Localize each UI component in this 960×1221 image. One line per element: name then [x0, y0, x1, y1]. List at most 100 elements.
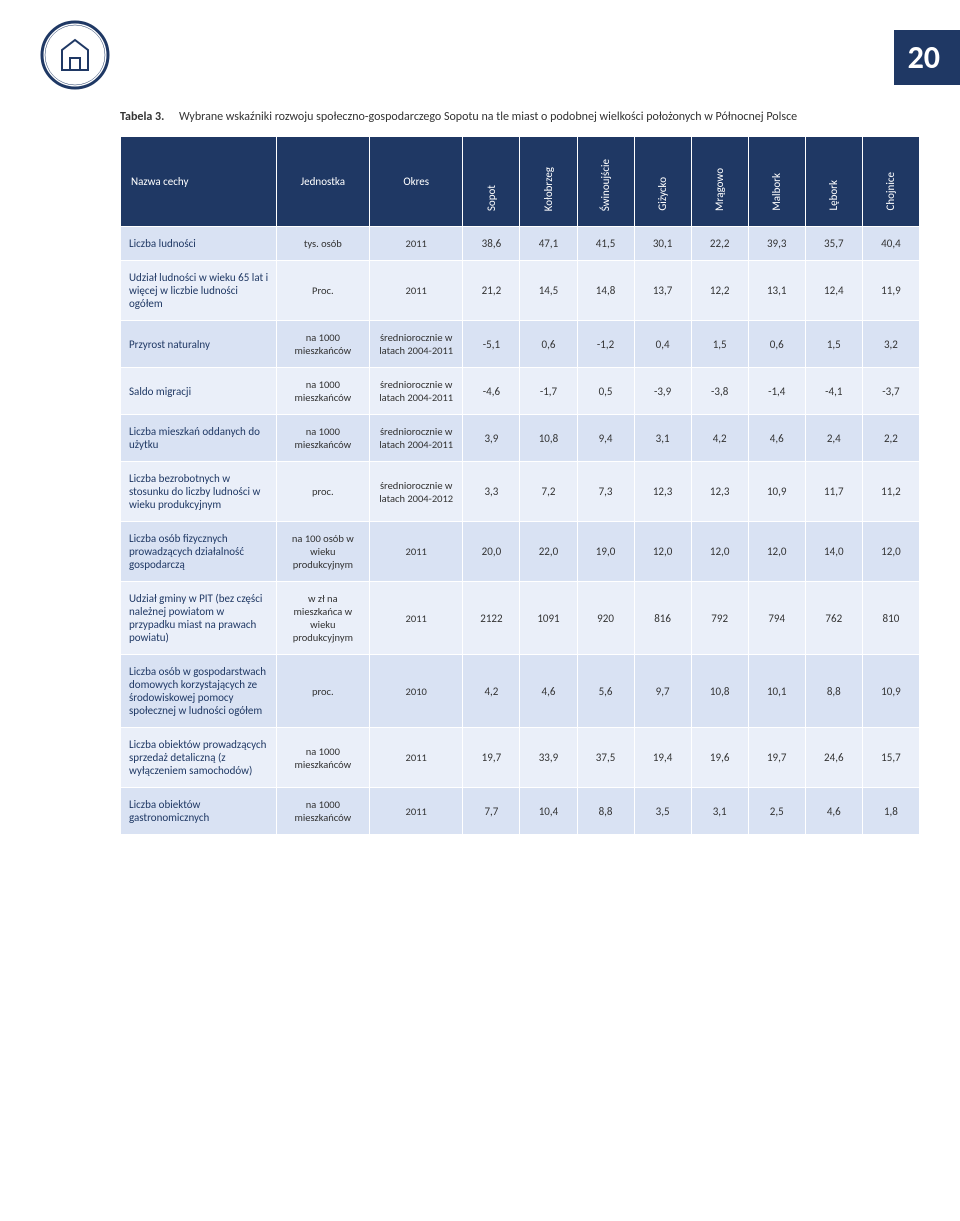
th-city: Malbork [748, 137, 805, 227]
row-unit: na 1000 mieszkańców [276, 788, 369, 835]
cell-value: 3,1 [634, 415, 691, 462]
th-city: Lębork [805, 137, 862, 227]
cell-value: 0,6 [748, 321, 805, 368]
cell-value: -1,2 [577, 321, 634, 368]
cell-value: 37,5 [577, 728, 634, 788]
row-label: Liczba obiektów prowadzących sprzedaż de… [121, 728, 277, 788]
cell-value: 4,6 [805, 788, 862, 835]
table-row: Udział ludności w wieku 65 lat i więcej … [121, 261, 920, 321]
table-row: Liczba obiektów gastronomicznychna 1000 … [121, 788, 920, 835]
cell-value: 19,4 [634, 728, 691, 788]
row-unit: na 1000 mieszkańców [276, 321, 369, 368]
table-row: Przyrost naturalnyna 1000 mieszkańcówśre… [121, 321, 920, 368]
th-period: Okres [370, 137, 463, 227]
cell-value: 0,6 [520, 321, 577, 368]
cell-value: 19,7 [748, 728, 805, 788]
cell-value: 3,2 [862, 321, 919, 368]
cell-value: 3,3 [463, 462, 520, 522]
table-header-row: Nazwa cechy Jednostka Okres Sopot Kołobr… [121, 137, 920, 227]
row-label: Przyrost naturalny [121, 321, 277, 368]
row-period: 2011 [370, 522, 463, 582]
logo [40, 20, 110, 90]
cell-value: 7,3 [577, 462, 634, 522]
indicators-table: Nazwa cechy Jednostka Okres Sopot Kołobr… [120, 136, 920, 835]
cell-value: 10,9 [862, 655, 919, 728]
cell-value: 33,9 [520, 728, 577, 788]
cell-value: 47,1 [520, 227, 577, 261]
cell-value: 12,0 [634, 522, 691, 582]
cell-value: 19,0 [577, 522, 634, 582]
cell-value: -4,1 [805, 368, 862, 415]
cell-value: 22,2 [691, 227, 748, 261]
cell-value: 7,2 [520, 462, 577, 522]
cell-value: 13,1 [748, 261, 805, 321]
table-row: Saldo migracjina 1000 mieszkańcówśrednio… [121, 368, 920, 415]
row-unit: proc. [276, 655, 369, 728]
cell-value: 1,5 [691, 321, 748, 368]
row-unit: w zł na mieszkańca w wieku produkcyjnym [276, 582, 369, 655]
row-period: średniorocznie w latach 2004-2011 [370, 415, 463, 462]
row-unit: na 100 osób w wieku produkcyjnym [276, 522, 369, 582]
cell-value: 2122 [463, 582, 520, 655]
cell-value: -1,4 [748, 368, 805, 415]
cell-value: 794 [748, 582, 805, 655]
cell-value: 41,5 [577, 227, 634, 261]
table-row: Liczba mieszkań oddanych do użytkuna 100… [121, 415, 920, 462]
cell-value: 13,7 [634, 261, 691, 321]
cell-value: 0,4 [634, 321, 691, 368]
row-label: Liczba osób w gospodarstwach domowych ko… [121, 655, 277, 728]
cell-value: -3,8 [691, 368, 748, 415]
cell-value: 14,8 [577, 261, 634, 321]
cell-value: 12,3 [634, 462, 691, 522]
cell-value: 12,2 [691, 261, 748, 321]
row-unit: na 1000 mieszkańców [276, 415, 369, 462]
th-city: Mrągowo [691, 137, 748, 227]
cell-value: 8,8 [805, 655, 862, 728]
cell-value: -3,7 [862, 368, 919, 415]
table-body: Liczba ludnościtys. osób201138,647,141,5… [121, 227, 920, 835]
cell-value: 4,6 [748, 415, 805, 462]
th-unit: Jednostka [276, 137, 369, 227]
th-city: Kołobrzeg [520, 137, 577, 227]
row-period: średniorocznie w latach 2004-2012 [370, 462, 463, 522]
cell-value: 1,5 [805, 321, 862, 368]
table-row: Liczba obiektów prowadzących sprzedaż de… [121, 728, 920, 788]
cell-value: 21,2 [463, 261, 520, 321]
th-city: Świnoujście [577, 137, 634, 227]
cell-value: 24,6 [805, 728, 862, 788]
cell-value: 10,8 [520, 415, 577, 462]
cell-value: 1091 [520, 582, 577, 655]
row-label: Liczba osób fizycznych prowadzących dzia… [121, 522, 277, 582]
cell-value: 7,7 [463, 788, 520, 835]
cell-value: 5,6 [577, 655, 634, 728]
cell-value: 39,3 [748, 227, 805, 261]
row-unit: na 1000 mieszkańców [276, 368, 369, 415]
row-period: 2010 [370, 655, 463, 728]
cell-value: 3,9 [463, 415, 520, 462]
cell-value: -3,9 [634, 368, 691, 415]
table-row: Udział gminy w PIT (bez części należnej … [121, 582, 920, 655]
cell-value: 15,7 [862, 728, 919, 788]
table-row: Liczba ludnościtys. osób201138,647,141,5… [121, 227, 920, 261]
row-unit: Proc. [276, 261, 369, 321]
cell-value: 38,6 [463, 227, 520, 261]
cell-value: 12,0 [862, 522, 919, 582]
cell-value: 12,3 [691, 462, 748, 522]
cell-value: 762 [805, 582, 862, 655]
cell-value: 11,2 [862, 462, 919, 522]
cell-value: -4,6 [463, 368, 520, 415]
th-city: Sopot [463, 137, 520, 227]
cell-value: 1,8 [862, 788, 919, 835]
cell-value: 10,8 [691, 655, 748, 728]
row-period: 2011 [370, 788, 463, 835]
cell-value: 816 [634, 582, 691, 655]
cell-value: 4,2 [463, 655, 520, 728]
cell-value: 19,6 [691, 728, 748, 788]
content: Tabela 3. Wybrane wskaźniki rozwoju społ… [0, 0, 960, 865]
cell-value: 12,4 [805, 261, 862, 321]
cell-value: 9,7 [634, 655, 691, 728]
row-label: Liczba obiektów gastronomicznych [121, 788, 277, 835]
cell-value: 2,5 [748, 788, 805, 835]
row-period: średniorocznie w latach 2004-2011 [370, 321, 463, 368]
cell-value: 4,6 [520, 655, 577, 728]
